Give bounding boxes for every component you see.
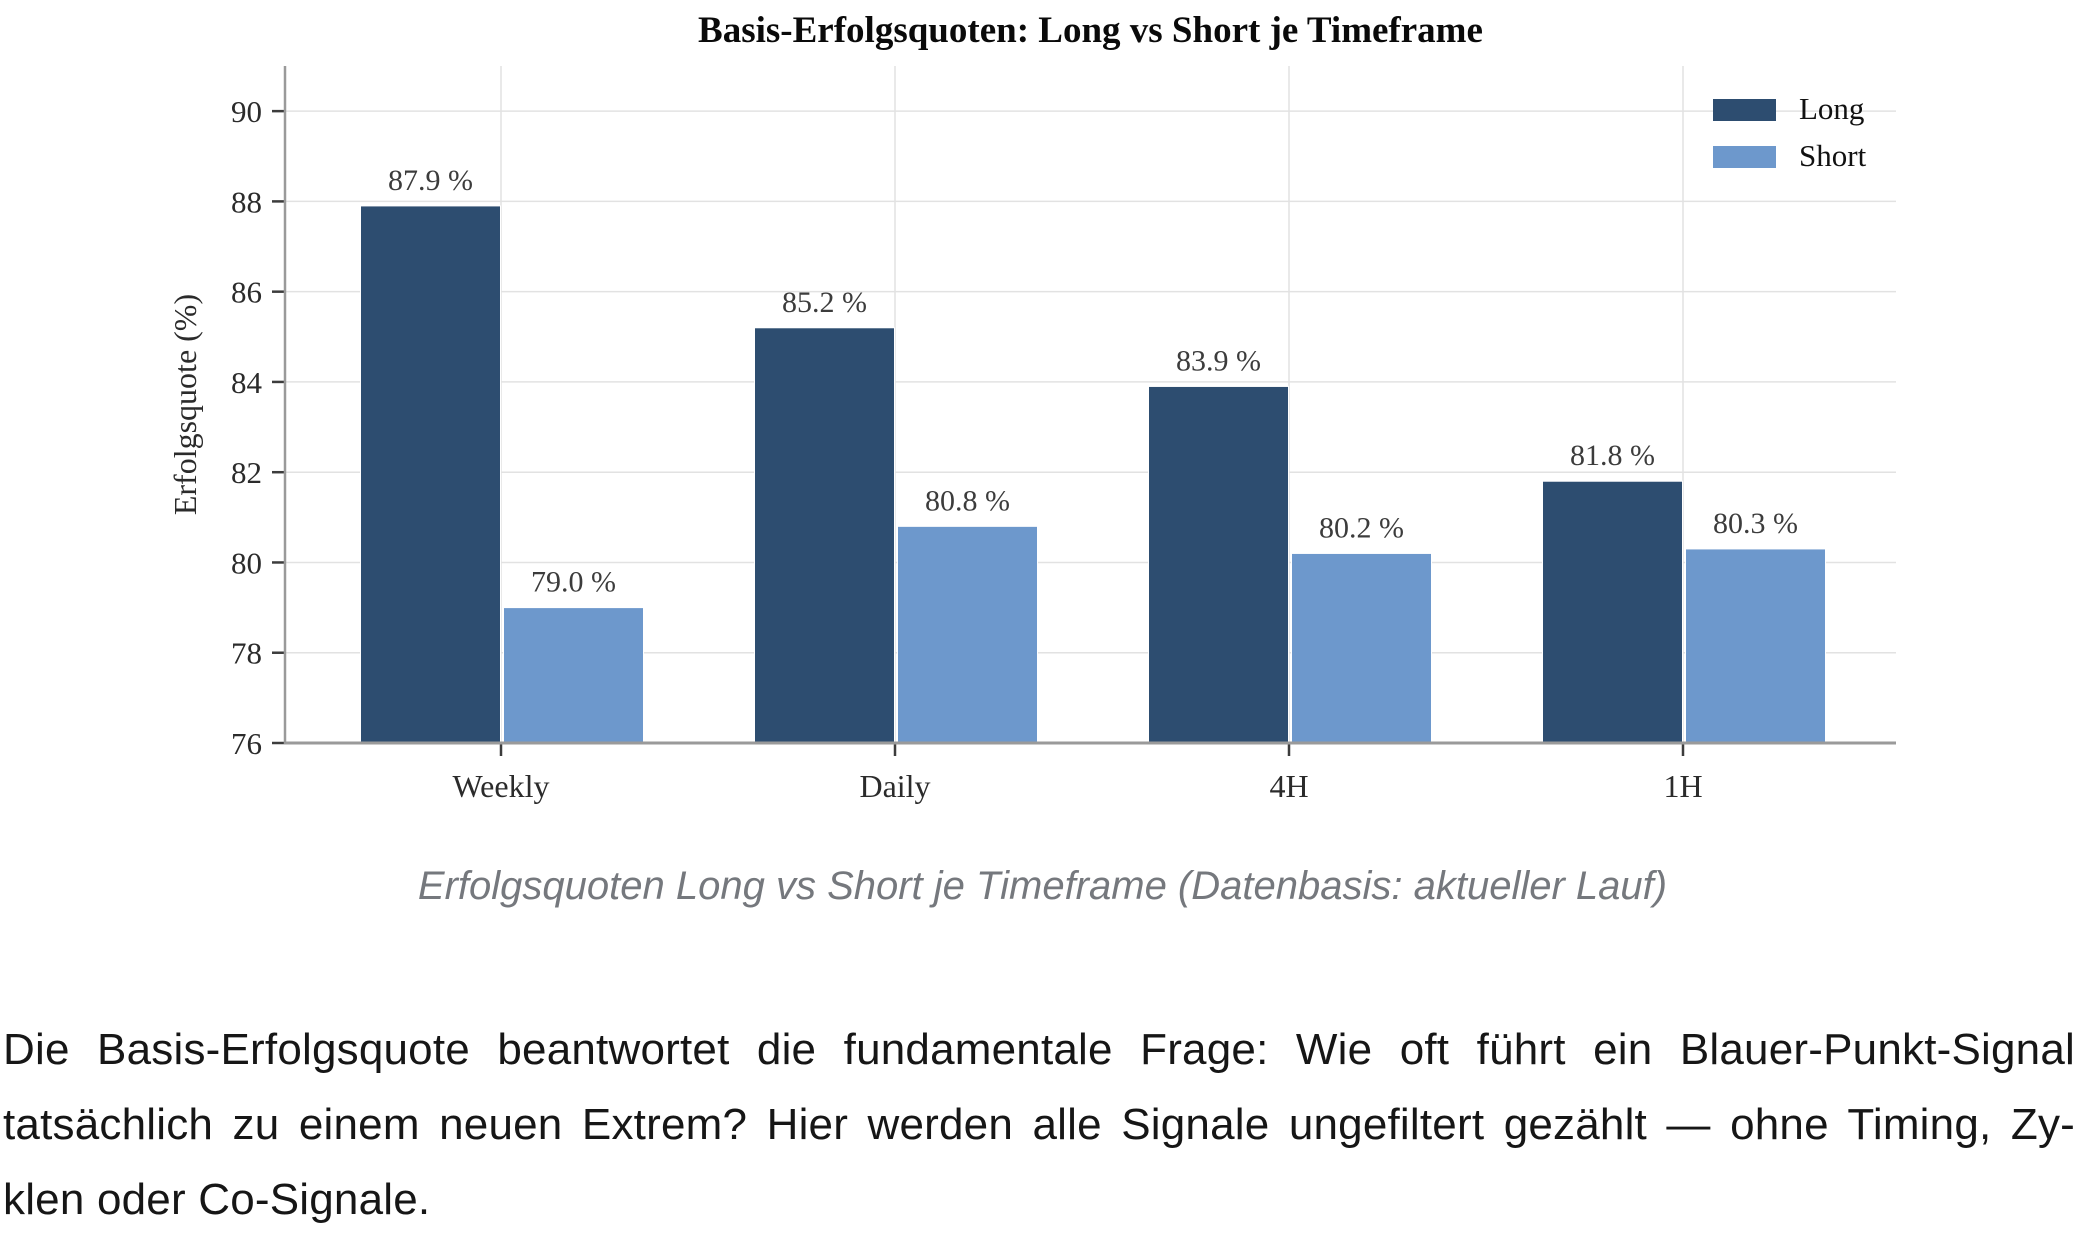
y-tick-label: 78 xyxy=(231,636,262,671)
y-tick-label: 76 xyxy=(231,726,262,761)
value-label-long-daily: 85.2 % xyxy=(782,286,867,319)
bar-short-weekly xyxy=(503,607,644,744)
chart-title: Basis-Erfolgsquoten: Long vs Short je Ti… xyxy=(698,10,1483,51)
body-line: Die Basis-Erfolgsquote beantwortet die f… xyxy=(3,1025,2075,1074)
value-label-short-1h: 80.3 % xyxy=(1713,507,1798,540)
y-tick-label: 90 xyxy=(231,94,262,129)
value-label-long-4h: 83.9 % xyxy=(1176,344,1261,377)
bar-long-4h xyxy=(1148,385,1289,744)
legend-swatch-short xyxy=(1713,146,1776,168)
bar-long-weekly xyxy=(360,205,501,744)
y-tick-label: 82 xyxy=(231,455,262,490)
bar-short-daily xyxy=(897,525,1038,744)
figure-caption: Erfolgsquoten Long vs Short je Timeframe… xyxy=(417,864,1668,908)
body-line: klen oder Co-Signale. xyxy=(3,1175,431,1224)
y-tick-label: 84 xyxy=(231,365,263,400)
bar-short-1h xyxy=(1685,548,1826,744)
value-label-short-daily: 80.8 % xyxy=(925,484,1010,517)
x-tick-label: Weekly xyxy=(453,768,550,804)
value-label-long-weekly: 87.9 % xyxy=(388,164,473,197)
y-tick-label: 86 xyxy=(231,275,262,310)
bar-long-daily xyxy=(754,327,895,744)
bar-short-4h xyxy=(1291,552,1432,744)
y-axis-label: Erfolgsquote (%) xyxy=(167,294,203,515)
bar-chart-figure: 87.9 % 85.2 % 83.9 % 81.8 % 79.0 % 80.8 % 80.2… xyxy=(167,10,1896,804)
x-tick-label: 1H xyxy=(1663,768,1702,804)
value-label-long-1h: 81.8 % xyxy=(1570,439,1655,472)
y-tick-label: 80 xyxy=(231,545,262,580)
y-tick-label: 88 xyxy=(231,184,262,219)
value-label-short-weekly: 79.0 % xyxy=(531,566,616,599)
x-tick-label: 4H xyxy=(1269,768,1308,804)
value-label-short-4h: 80.2 % xyxy=(1319,511,1404,544)
legend-label-short: Short xyxy=(1799,138,1867,173)
bar-long-1h xyxy=(1542,480,1683,744)
legend-label-long: Long xyxy=(1799,91,1864,126)
body-line: tatsächlich zu einem neuen Extrem? Hier … xyxy=(3,1100,2075,1149)
body-text: Die Basis-Erfolgsquote beantwortet die f… xyxy=(3,1012,2075,1237)
legend-swatch-long xyxy=(1713,99,1776,121)
x-tick-label: Daily xyxy=(859,768,930,804)
bar-chart-svg: 87.9 % 85.2 % 83.9 % 81.8 % 79.0 % 80.8 % 80.2… xyxy=(167,10,1896,804)
